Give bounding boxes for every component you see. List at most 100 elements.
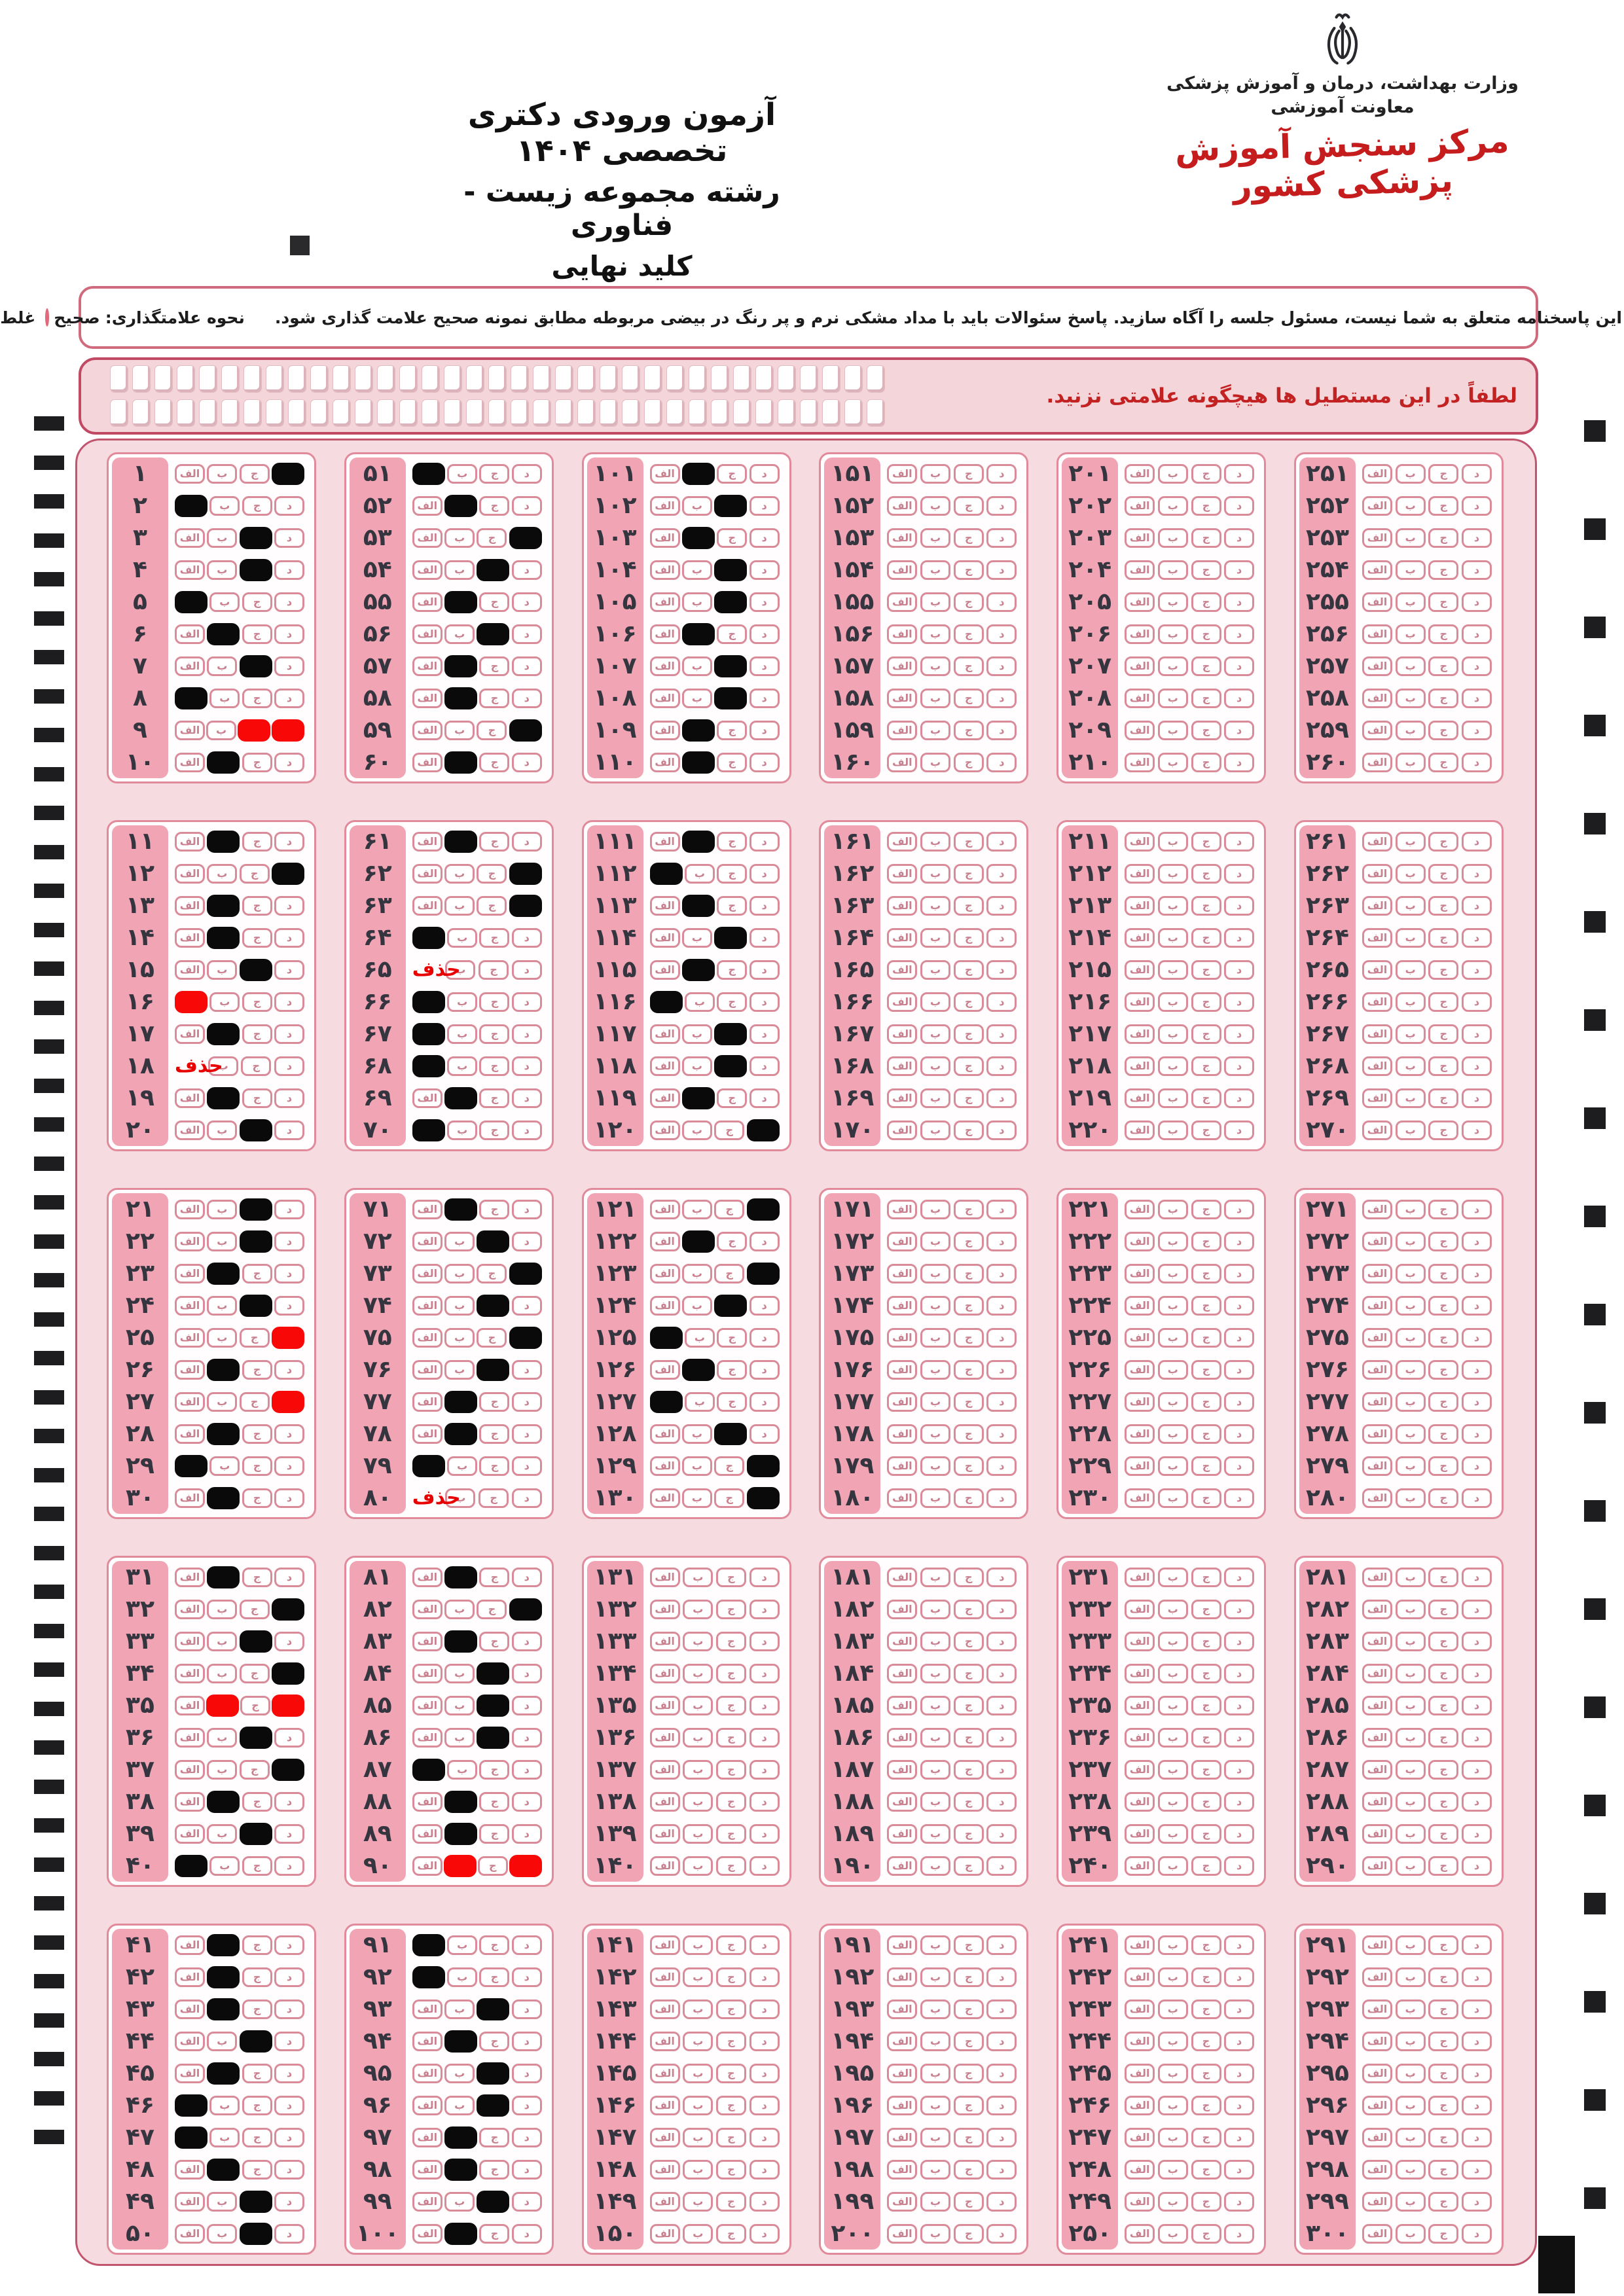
answer-bubble[interactable]: ب	[207, 2191, 238, 2212]
answer-bubble[interactable]	[444, 2030, 478, 2053]
answer-bubble[interactable]: ب	[447, 1935, 478, 1955]
answer-bubble[interactable]: الف	[649, 560, 680, 580]
answer-bubble[interactable]: الف	[175, 1120, 205, 1140]
answer-bubble[interactable]: د	[1224, 592, 1255, 612]
answer-bubble[interactable]	[509, 1598, 542, 1621]
answer-bubble[interactable]: الف	[412, 1391, 442, 1412]
answer-bubble[interactable]: الف	[412, 1263, 442, 1283]
answer-bubble[interactable]: الف	[649, 2063, 680, 2083]
answer-bubble[interactable]: د	[274, 960, 304, 980]
answer-bubble[interactable]: ب	[444, 1727, 475, 1748]
answer-bubble[interactable]: ب	[681, 656, 712, 676]
answer-bubble[interactable]: د	[274, 1088, 304, 1108]
answer-bubble[interactable]: ب	[683, 2159, 713, 2179]
answer-bubble[interactable]: ب	[1157, 1791, 1188, 1812]
answer-bubble[interactable]	[239, 1294, 272, 1317]
answer-bubble[interactable]: ب	[444, 1327, 475, 1348]
answer-bubble[interactable]: د	[511, 1567, 542, 1587]
answer-bubble[interactable]: ج	[953, 688, 984, 708]
answer-bubble[interactable]: الف	[1362, 1695, 1392, 1715]
answer-bubble[interactable]: ب	[1395, 1791, 1426, 1812]
answer-bubble[interactable]	[477, 2190, 510, 2213]
answer-bubble[interactable]: ب	[1395, 863, 1426, 884]
answer-bubble[interactable]: ج	[953, 1663, 984, 1683]
answer-bubble[interactable]: ب	[1395, 1695, 1426, 1715]
answer-bubble[interactable]: ج	[1428, 1024, 1459, 1044]
answer-bubble[interactable]: ج	[479, 1567, 510, 1587]
answer-bubble[interactable]: ب	[920, 592, 951, 612]
answer-bubble[interactable]: ج	[479, 1935, 510, 1955]
answer-bubble[interactable]: د	[1461, 1791, 1492, 1812]
answer-bubble[interactable]: ب	[444, 2191, 475, 2212]
answer-bubble[interactable]: الف	[1362, 1391, 1392, 1412]
answer-bubble[interactable]: ج	[1191, 895, 1221, 916]
answer-bubble[interactable]: د	[1461, 688, 1492, 708]
answer-bubble[interactable]: الف	[1362, 831, 1392, 852]
answer-bubble[interactable]: د	[1461, 2095, 1492, 2115]
answer-bubble[interactable]: الف	[412, 1359, 442, 1380]
answer-bubble[interactable]: ج	[717, 960, 748, 980]
answer-bubble[interactable]: د	[1224, 1967, 1255, 1987]
answer-bubble[interactable]: الف	[175, 1823, 205, 1844]
answer-bubble[interactable]: ج	[479, 1456, 510, 1476]
answer-bubble[interactable]	[681, 1230, 715, 1253]
answer-bubble[interactable]	[239, 655, 272, 677]
answer-bubble[interactable]	[239, 526, 272, 549]
answer-bubble[interactable]: الف	[1362, 1199, 1392, 1219]
answer-bubble[interactable]: ب	[920, 1599, 951, 1619]
answer-bubble[interactable]: ب	[1157, 2031, 1188, 2051]
answer-bubble[interactable]: ب	[1395, 2159, 1426, 2179]
answer-bubble[interactable]: الف	[412, 2063, 442, 2083]
answer-bubble[interactable]: ج	[478, 960, 509, 980]
answer-bubble[interactable]: د	[749, 495, 780, 516]
answer-bubble[interactable]: د	[511, 1231, 542, 1251]
answer-bubble[interactable]: ج	[1191, 752, 1221, 772]
answer-bubble[interactable]: ج	[717, 992, 748, 1012]
answer-bubble[interactable]: د	[274, 1791, 304, 1812]
answer-bubble[interactable]: د	[511, 2095, 542, 2115]
answer-bubble[interactable]: ب	[1395, 1567, 1426, 1587]
answer-bubble[interactable]: د	[274, 656, 304, 676]
answer-bubble[interactable]: ج	[479, 2223, 510, 2244]
answer-bubble[interactable]: د	[749, 560, 780, 580]
answer-bubble[interactable]	[412, 990, 445, 1013]
answer-bubble[interactable]: ب	[444, 624, 475, 644]
answer-bubble[interactable]: د	[511, 1935, 542, 1955]
answer-bubble[interactable]: الف	[887, 463, 918, 484]
answer-bubble[interactable]: الف	[1362, 1024, 1392, 1044]
answer-bubble[interactable]: الف	[175, 1327, 205, 1348]
answer-bubble[interactable]: ج	[479, 1024, 510, 1044]
answer-bubble[interactable]	[477, 1726, 510, 1749]
answer-bubble[interactable]: الف	[412, 1088, 442, 1108]
answer-bubble[interactable]	[443, 1854, 477, 1877]
answer-bubble[interactable]: ب	[681, 1199, 712, 1219]
answer-bubble[interactable]	[714, 1294, 748, 1317]
answer-bubble[interactable]: ب	[1157, 1631, 1188, 1651]
answer-bubble[interactable]: د	[986, 1359, 1017, 1380]
answer-bubble[interactable]: الف	[412, 2159, 442, 2179]
answer-bubble[interactable]: الف	[1125, 1056, 1155, 1076]
answer-bubble[interactable]: ج	[242, 1488, 272, 1508]
answer-bubble[interactable]: ج	[477, 1327, 507, 1348]
answer-bubble[interactable]: ب	[920, 2191, 951, 2212]
answer-bubble[interactable]: ج	[1191, 1567, 1221, 1587]
answer-bubble[interactable]: د	[749, 1999, 780, 2019]
answer-bubble[interactable]: الف	[412, 2191, 442, 2212]
answer-bubble[interactable]	[207, 1566, 240, 1588]
answer-bubble[interactable]: الف	[649, 831, 680, 852]
answer-bubble[interactable]: د	[986, 1199, 1017, 1219]
answer-bubble[interactable]: ب	[681, 1263, 712, 1283]
answer-bubble[interactable]: ج	[715, 1759, 746, 1780]
answer-bubble[interactable]: ب	[1395, 1488, 1426, 1508]
answer-bubble[interactable]: الف	[1362, 1456, 1392, 1476]
answer-bubble[interactable]: الف	[1125, 1663, 1155, 1683]
answer-bubble[interactable]: ب	[1157, 1856, 1188, 1876]
answer-bubble[interactable]: د	[274, 992, 304, 1012]
answer-bubble[interactable]: د	[986, 2063, 1017, 2083]
answer-bubble[interactable]: ب	[207, 1199, 238, 1219]
answer-bubble[interactable]: د	[749, 720, 780, 740]
answer-bubble[interactable]: د	[511, 1727, 542, 1748]
answer-bubble[interactable]: ب	[207, 1295, 238, 1316]
answer-bubble[interactable]	[239, 1230, 272, 1253]
answer-bubble[interactable]: الف	[1125, 1231, 1155, 1251]
